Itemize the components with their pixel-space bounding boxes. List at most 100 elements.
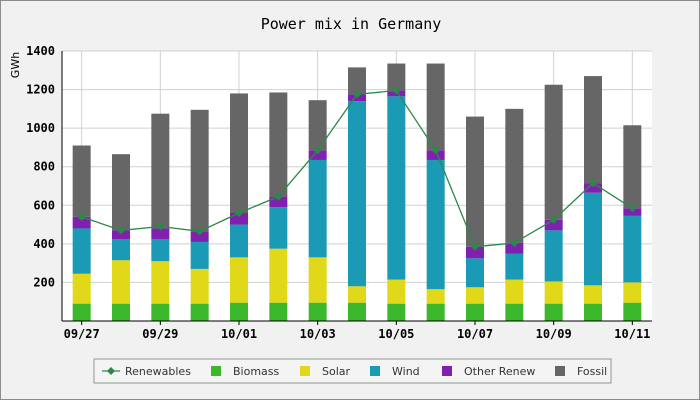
renewables-marker bbox=[117, 226, 125, 235]
bar-segment-fossil bbox=[230, 93, 248, 213]
bar-segment-other-renew bbox=[584, 183, 602, 193]
x-tick-label: 10/01 bbox=[221, 327, 257, 341]
bar-segment-wind bbox=[544, 230, 563, 282]
legend-swatch-wind bbox=[370, 366, 380, 376]
bar-segment-wind bbox=[426, 159, 445, 290]
bar-segment-solar bbox=[151, 261, 170, 304]
bar-segment-biomass bbox=[466, 303, 484, 321]
renewables-marker bbox=[353, 90, 361, 99]
legend-label-renewables: Renewables bbox=[125, 365, 191, 378]
bar-segment-solar bbox=[348, 286, 366, 303]
bar-segment-solar bbox=[112, 260, 130, 304]
legend-label-biomass: Biomass bbox=[233, 365, 280, 378]
bar-segment-solar bbox=[426, 289, 445, 304]
bar-segment-solar bbox=[505, 279, 524, 304]
bar-segment-other-renew bbox=[190, 231, 209, 242]
bar-segment-biomass bbox=[308, 302, 327, 321]
bar-segment-solar bbox=[230, 257, 248, 303]
bar-segment-wind bbox=[72, 228, 91, 274]
x-tick-label: 10/03 bbox=[300, 327, 336, 341]
bar-segment-wind bbox=[151, 239, 170, 262]
bar-segment-solar bbox=[269, 248, 288, 303]
bar-segment-fossil bbox=[584, 76, 602, 184]
renewables-marker bbox=[195, 227, 204, 236]
x-tick-label: 09/29 bbox=[142, 327, 178, 341]
bar-segment-other-renew bbox=[466, 246, 484, 259]
renewables-marker bbox=[549, 215, 558, 224]
renewables-marker bbox=[628, 204, 637, 213]
bar-segment-fossil bbox=[348, 67, 366, 95]
bar-segment-biomass bbox=[151, 303, 170, 321]
bar-segment-solar bbox=[387, 279, 406, 304]
renewables-marker bbox=[156, 222, 165, 231]
bar-segment-wind bbox=[269, 207, 288, 249]
bar-segment-fossil bbox=[269, 92, 288, 197]
legend-marker-renewables bbox=[107, 367, 115, 375]
bar-segment-biomass bbox=[190, 303, 209, 321]
bar-segment-solar bbox=[72, 273, 91, 304]
bar-segment-wind bbox=[466, 258, 484, 288]
bar-segment-fossil bbox=[466, 116, 484, 247]
bar-segment-fossil bbox=[426, 63, 445, 151]
bar-segment-fossil bbox=[505, 108, 524, 243]
renewables-marker bbox=[471, 242, 479, 251]
x-tick-label: 09/27 bbox=[64, 327, 100, 341]
bar-segment-wind bbox=[112, 239, 130, 261]
bar-segment-other-renew bbox=[112, 230, 130, 240]
bar-stacks bbox=[72, 63, 642, 321]
bar-segment-wind bbox=[387, 96, 406, 280]
bar-segment-biomass bbox=[505, 303, 524, 321]
y-tick-label: 600 bbox=[33, 198, 55, 212]
legend-label-fossil: Fossil bbox=[577, 365, 607, 378]
bar-segment-other-renew bbox=[544, 219, 563, 231]
bar-segment-wind bbox=[348, 101, 366, 287]
bar-segment-solar bbox=[623, 282, 642, 303]
bar-segment-biomass bbox=[230, 302, 248, 321]
bar-segment-other-renew bbox=[505, 242, 524, 254]
x-tick-label: 10/05 bbox=[378, 327, 414, 341]
x-tick-label: 10/07 bbox=[457, 327, 493, 341]
bar-segment-fossil bbox=[623, 125, 642, 209]
y-tick-label: 200 bbox=[33, 275, 55, 289]
y-axis-label: GWh bbox=[9, 52, 22, 78]
bar-segment-biomass bbox=[112, 303, 130, 321]
bar-segment-solar bbox=[544, 281, 563, 304]
renewables-marker bbox=[235, 209, 243, 217]
bar-segment-biomass bbox=[348, 302, 366, 321]
bar-segment-fossil bbox=[387, 63, 406, 91]
bar-segment-fossil bbox=[151, 113, 170, 229]
bar-segment-wind bbox=[623, 215, 642, 283]
y-tick-label: 1400 bbox=[26, 44, 55, 58]
y-tick-label: 1000 bbox=[26, 121, 55, 135]
bar-segment-biomass bbox=[584, 303, 602, 321]
renewables-marker bbox=[77, 212, 86, 221]
bar-segment-biomass bbox=[269, 302, 288, 321]
bar-segment-wind bbox=[505, 253, 524, 280]
legend-swatch-other-renew bbox=[442, 366, 452, 376]
bar-segment-fossil bbox=[112, 154, 130, 231]
bar-segment-other-renew bbox=[72, 216, 91, 229]
bar-segment-solar bbox=[190, 268, 209, 304]
bar-segment-solar bbox=[466, 287, 484, 304]
legend-box bbox=[93, 358, 612, 384]
bar-segment-wind bbox=[584, 192, 602, 286]
bar-segment-other-renew bbox=[269, 196, 288, 208]
bar-segment-other-renew bbox=[426, 150, 445, 160]
legend-label-solar: Solar bbox=[322, 365, 351, 378]
bar-segment-other-renew bbox=[151, 228, 170, 240]
renewables-marker bbox=[589, 179, 597, 188]
bar-segment-other-renew bbox=[230, 213, 248, 225]
renewables-marker bbox=[274, 192, 283, 201]
renewables-marker bbox=[392, 86, 401, 95]
bar-segment-wind bbox=[190, 241, 209, 269]
legend-label-wind: Wind bbox=[392, 365, 420, 378]
bar-segment-fossil bbox=[544, 84, 563, 220]
y-axis-ticks: 200 400 600 800 1000 1200 1400 bbox=[26, 44, 55, 289]
bar-segment-biomass bbox=[387, 303, 406, 321]
bar-segment-fossil bbox=[72, 145, 91, 217]
bar-segment-biomass bbox=[544, 303, 563, 321]
bar-segment-solar bbox=[308, 257, 327, 303]
y-tick-label: 800 bbox=[33, 160, 55, 174]
